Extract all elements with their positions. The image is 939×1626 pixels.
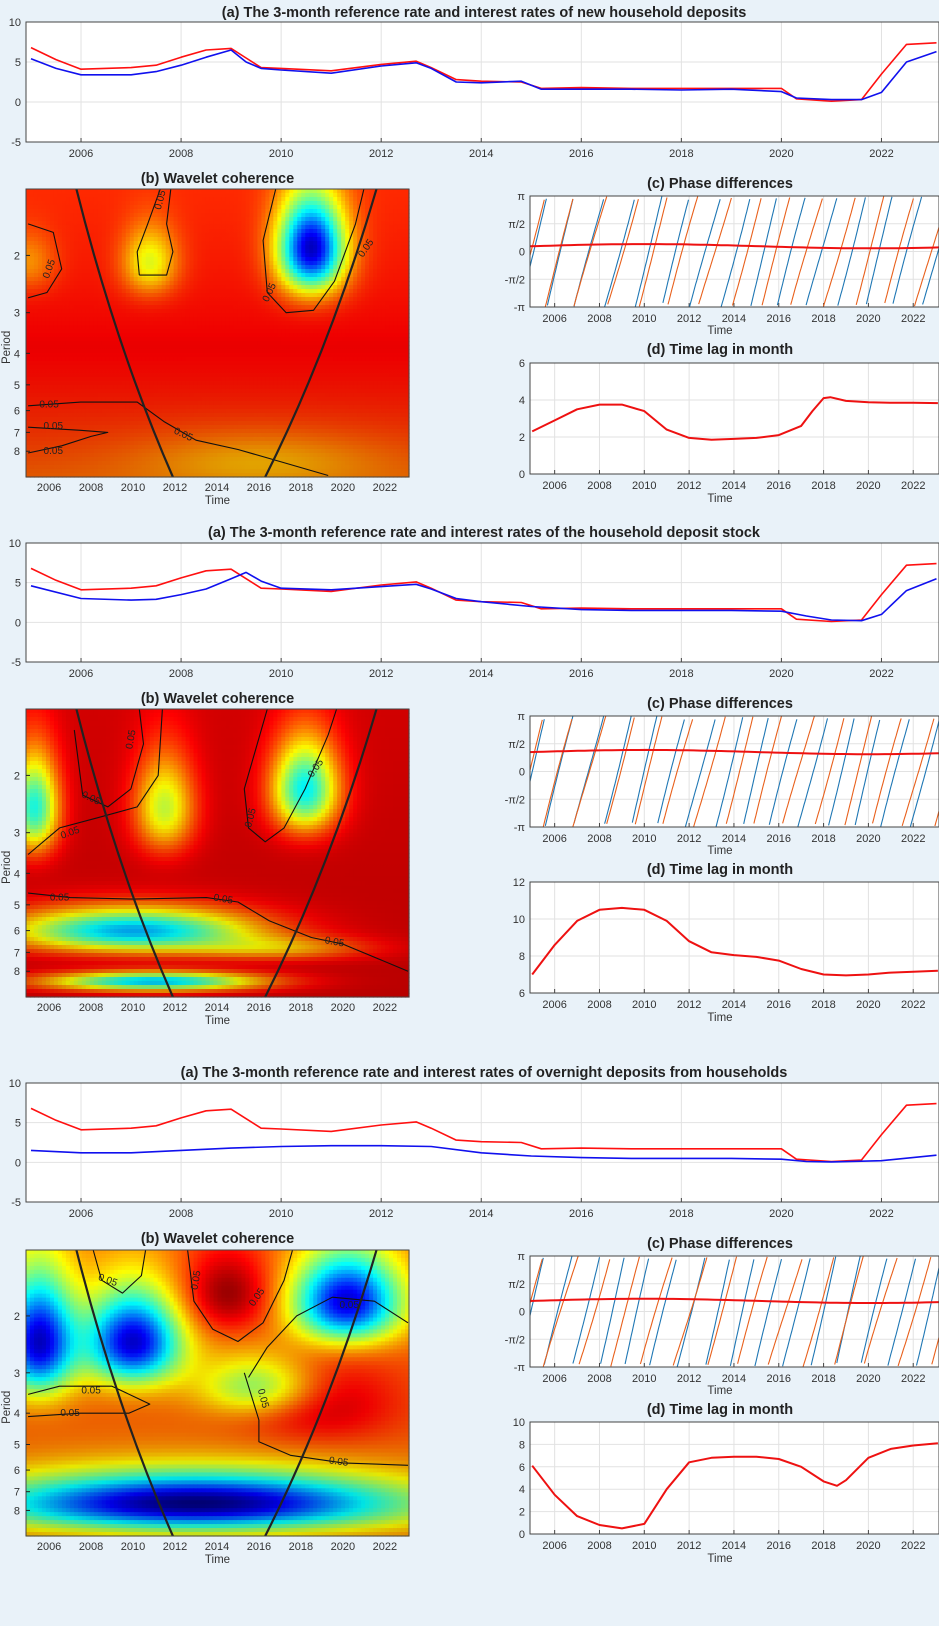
x-tick-label: 2012 — [369, 148, 393, 160]
series-line-deposit-rate — [30, 49, 937, 101]
x-tick-label: 2010 — [269, 148, 293, 160]
x-tick-label: 2008 — [169, 148, 193, 160]
y-tick-label: 5 — [15, 57, 21, 69]
x-tick-label: 2014 — [469, 148, 493, 160]
x-tick-label: 2020 — [769, 148, 793, 160]
y-tick-label: 0 — [15, 97, 21, 109]
axes-box — [25, 21, 939, 143]
chart-title: (a) The 3-month reference rate and inter… — [222, 5, 747, 21]
x-tick-label: 2022 — [869, 148, 893, 160]
series-line-reference-rate — [30, 42, 937, 102]
x-tick-label: 2006 — [69, 148, 93, 160]
x-tick-label: 2016 — [569, 148, 593, 160]
line-panel-a: 2006 2008 2010 2012 2014 2016 2018 2020 2022 10 5 0… — [9, 5, 939, 160]
y-tick-label: -5 — [11, 137, 21, 149]
y-tick-label: 10 — [9, 17, 21, 29]
x-tick-label: 2018 — [669, 148, 693, 160]
